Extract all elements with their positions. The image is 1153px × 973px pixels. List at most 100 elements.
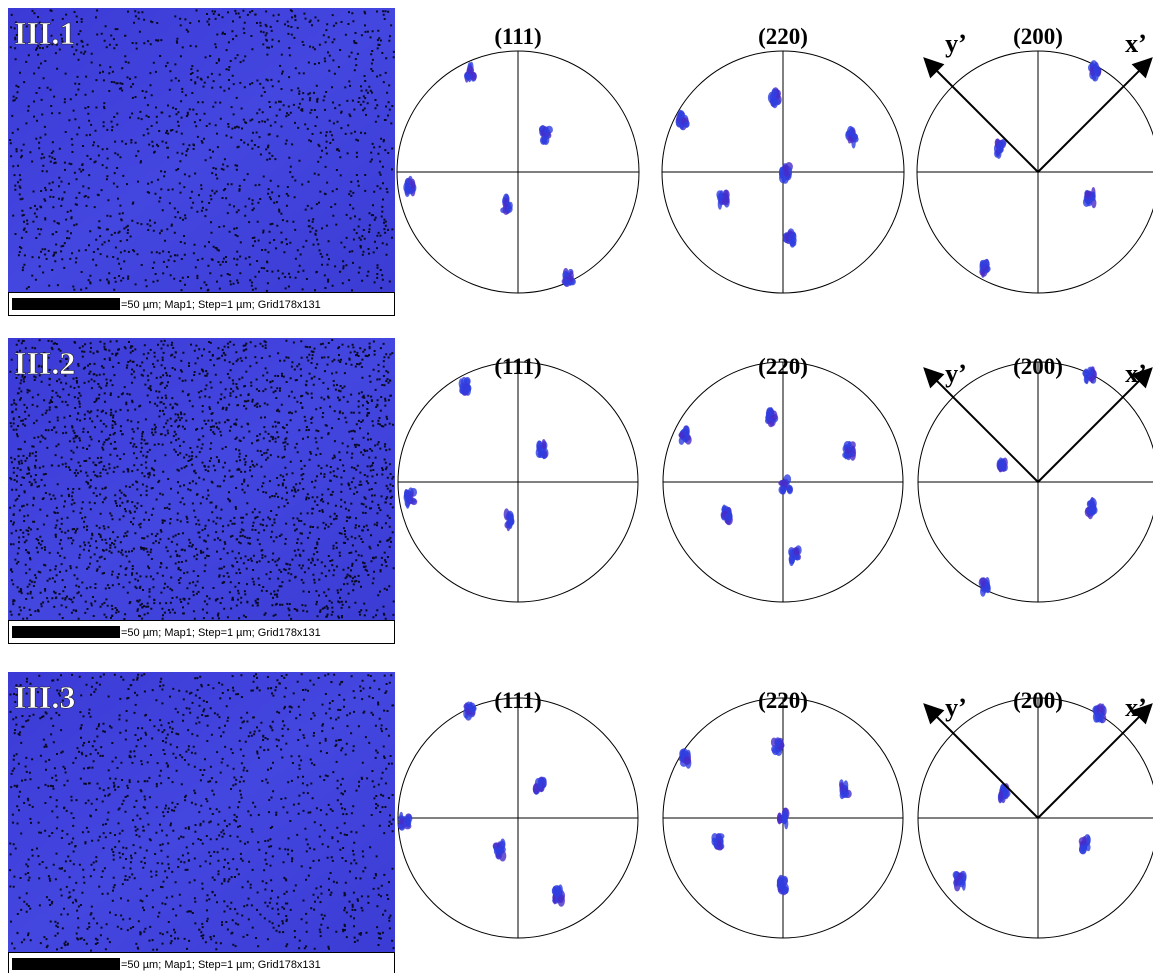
map-label: III.1 bbox=[14, 15, 75, 51]
pole-spot bbox=[466, 66, 475, 76]
pole-spot bbox=[568, 270, 574, 283]
pole-spot bbox=[1088, 367, 1093, 378]
axis-label: x’ bbox=[1125, 693, 1147, 722]
pole-spot bbox=[852, 132, 858, 142]
pole-figure: (200) y’ x’ bbox=[916, 24, 1153, 294]
axis-arrow bbox=[1037, 57, 1153, 173]
pole-spot bbox=[536, 440, 543, 452]
pole-spot bbox=[786, 484, 793, 494]
pole-spot bbox=[1093, 65, 1101, 75]
pole-figure: (200) y’ x’ bbox=[917, 354, 1153, 603]
pole-spot bbox=[1088, 497, 1097, 510]
axis-label: x’ bbox=[1125, 29, 1147, 58]
pole-spot bbox=[553, 887, 559, 898]
pole-spot bbox=[683, 120, 689, 128]
pole-spot bbox=[1000, 461, 1006, 471]
pole-spot bbox=[783, 164, 789, 172]
pole-title: (220) bbox=[758, 688, 808, 713]
scale-caption: =50 µm; Map1; Step=1 µm; Grid178x131 bbox=[121, 627, 321, 639]
pole-spot bbox=[716, 190, 723, 199]
scale-bar bbox=[12, 298, 120, 310]
pole-spot bbox=[839, 782, 845, 790]
pole-figure: (111) bbox=[397, 688, 639, 939]
axis-arrow bbox=[923, 57, 1039, 173]
axis-label: y’ bbox=[945, 29, 967, 58]
pole-figure: (111) bbox=[396, 24, 640, 294]
pole-spot bbox=[466, 73, 471, 81]
pole-title: (111) bbox=[494, 354, 541, 379]
pole-spot bbox=[717, 198, 723, 210]
pole-spot bbox=[1081, 844, 1088, 852]
pole-spot bbox=[557, 894, 565, 907]
pole-spot bbox=[499, 840, 506, 849]
pole-spot bbox=[721, 197, 730, 206]
pole-spot bbox=[774, 737, 781, 748]
pole-spot bbox=[1092, 711, 1100, 723]
scale-caption: =50 µm; Map1; Step=1 µm; Grid178x131 bbox=[121, 959, 321, 971]
map-label: III.3 bbox=[14, 679, 75, 715]
pole-spot bbox=[404, 816, 412, 828]
pole-title: (200) bbox=[1013, 354, 1063, 379]
map-noise bbox=[9, 339, 395, 620]
panel: III.2 =50 µm; Map1; Step=1 µm; Grid178x13… bbox=[8, 338, 1153, 644]
scale-bar bbox=[12, 958, 120, 970]
pole-spot bbox=[677, 111, 686, 119]
pole-figure: (220) bbox=[661, 24, 905, 294]
pole-spot bbox=[543, 126, 550, 135]
pole-spot bbox=[506, 205, 513, 213]
axis-label: x’ bbox=[1125, 359, 1147, 388]
pole-spot bbox=[778, 485, 787, 495]
axis-arrow bbox=[923, 703, 1039, 819]
axis-arrow bbox=[923, 367, 1039, 483]
pole-spot bbox=[678, 436, 685, 445]
pole-spot bbox=[957, 878, 966, 888]
pole-spot bbox=[766, 407, 774, 417]
pole-spot bbox=[793, 546, 799, 556]
pole-spot bbox=[788, 554, 795, 567]
pole-spot bbox=[679, 751, 685, 763]
pole-spot bbox=[1002, 789, 1011, 798]
pole-spot bbox=[782, 809, 788, 819]
pole-spot bbox=[532, 783, 540, 794]
pole-title: (111) bbox=[494, 24, 541, 49]
scale-caption: =50 µm; Map1; Step=1 µm; Grid178x131 bbox=[121, 299, 321, 311]
pole-spot bbox=[468, 705, 477, 712]
pole-title: (111) bbox=[494, 688, 541, 713]
pole-title: (220) bbox=[758, 354, 808, 379]
pole-spot bbox=[996, 141, 1004, 154]
axis-arrow bbox=[1037, 703, 1153, 819]
axis-label: y’ bbox=[945, 359, 967, 388]
pole-spot bbox=[776, 812, 783, 825]
pole-spot bbox=[406, 490, 412, 503]
pole-spot bbox=[849, 127, 854, 138]
pole-spot bbox=[840, 789, 848, 799]
map-label: III.2 bbox=[14, 345, 75, 381]
pole-spot bbox=[998, 789, 1003, 801]
pole-spot bbox=[773, 97, 781, 106]
pole-spot bbox=[847, 135, 852, 144]
pole-spot bbox=[464, 378, 470, 386]
pole-spot bbox=[1099, 712, 1104, 724]
scale-bar bbox=[12, 626, 120, 638]
pole-spot bbox=[980, 259, 987, 269]
pole-spot bbox=[404, 181, 410, 193]
pole-spot bbox=[776, 880, 784, 890]
ebsd-map bbox=[8, 338, 395, 620]
pole-figure: (220) bbox=[662, 688, 904, 939]
pole-spot bbox=[771, 88, 778, 101]
pole-spot bbox=[539, 135, 548, 145]
pole-spot bbox=[1083, 368, 1090, 379]
pole-spot bbox=[505, 518, 513, 529]
pole-spot bbox=[537, 777, 543, 790]
pole-spot bbox=[984, 577, 990, 589]
pole-spot bbox=[788, 232, 795, 245]
pole-spot bbox=[493, 845, 500, 853]
axis-label: y’ bbox=[945, 693, 967, 722]
pole-spot bbox=[562, 278, 569, 287]
pole-spot bbox=[847, 440, 852, 451]
pole-figure: (111) bbox=[397, 354, 639, 603]
pole-spot bbox=[957, 872, 963, 881]
pole-spot bbox=[541, 439, 546, 450]
pole-spot bbox=[1096, 703, 1104, 715]
